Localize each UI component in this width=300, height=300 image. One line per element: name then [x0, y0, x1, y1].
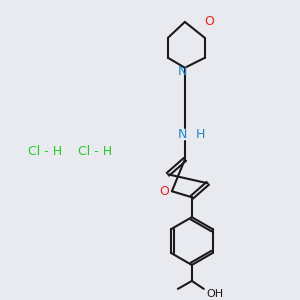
Text: N: N — [178, 128, 188, 141]
Text: O: O — [159, 185, 169, 198]
Text: Cl - H: Cl - H — [78, 145, 112, 158]
Text: OH: OH — [207, 289, 224, 299]
Text: H: H — [196, 128, 206, 141]
Text: N: N — [178, 65, 188, 78]
Text: Cl - H: Cl - H — [28, 145, 62, 158]
Text: O: O — [204, 15, 214, 28]
